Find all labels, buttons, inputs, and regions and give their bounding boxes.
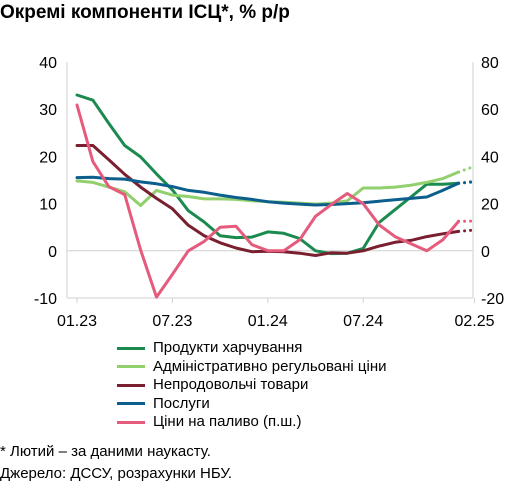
- x-tick-label: 01.24: [248, 313, 288, 330]
- y-left-tick-label: 40: [39, 55, 57, 72]
- x-tick-label: 07.23: [152, 313, 192, 330]
- legend-label: Адміністративно регульовані ціни: [153, 357, 387, 375]
- footnote-source: Джерело: ДССУ, розрахунки НБУ.: [0, 465, 233, 482]
- series-forecast-line: [457, 180, 476, 185]
- legend-label: Ціни на паливо (п.ш.): [153, 413, 302, 430]
- series-forecast-line: [457, 228, 476, 233]
- legend-item: Непродовольчі товари: [117, 376, 387, 395]
- x-tick-label: 01.23: [57, 313, 97, 330]
- footnote-nowcast: * Лютий – за даними наукасту.: [0, 443, 211, 460]
- y-left-tick-label: 10: [39, 197, 57, 214]
- series-forecast-line: [457, 179, 476, 185]
- y-left-tick-label: 20: [39, 149, 57, 166]
- legend-swatch: [117, 420, 145, 424]
- chart-ticks: -10 0 10 20 30 40 -20 0 20 40 60 80 01.23 07.23 01.24 0…: [34, 55, 504, 330]
- chart-series: [75, 93, 476, 299]
- x-tick-label: 02.25: [454, 313, 494, 330]
- chart-legend: Продукти харчування Адміністративно регул…: [117, 339, 387, 432]
- x-tick-label: 07.24: [343, 313, 383, 330]
- y-right-tick-label: 0: [481, 244, 490, 261]
- legend-item: Адміністративно регульовані ціни: [117, 358, 387, 377]
- legend-swatch: [117, 365, 145, 369]
- y-right-tick-label: 40: [481, 149, 499, 166]
- series-line: [75, 93, 461, 256]
- legend-swatch: [117, 346, 145, 350]
- y-left-tick-label: 0: [48, 244, 57, 261]
- y-left-tick-label: 30: [39, 102, 57, 119]
- y-right-tick-label: 20: [481, 197, 499, 214]
- y-right-tick-label: -20: [481, 291, 504, 308]
- series-line: [75, 175, 461, 207]
- legend-item: Продукти харчування: [117, 339, 387, 358]
- legend-swatch: [117, 402, 145, 406]
- legend-item: Послуги: [117, 395, 387, 414]
- series-forecast-line: [457, 164, 476, 174]
- y-right-tick-label: 60: [481, 102, 499, 119]
- line-chart: -10 0 10 20 30 40 -20 0 20 40 60 80 01.23 07.23 01.24 0…: [34, 55, 504, 330]
- legend-swatch: [117, 383, 145, 387]
- legend-item: Ціни на паливо (п.ш.): [117, 413, 387, 432]
- y-right-tick-label: 80: [481, 55, 499, 72]
- legend-label: Продукти харчування: [153, 339, 303, 356]
- chart-title: Окремі компоненти ІСЦ*, % р/р: [0, 2, 290, 23]
- y-left-tick-label: -10: [34, 291, 57, 308]
- legend-label: Непродовольчі товари: [153, 376, 309, 393]
- series-line: [75, 103, 461, 299]
- legend-label: Послуги: [153, 394, 210, 412]
